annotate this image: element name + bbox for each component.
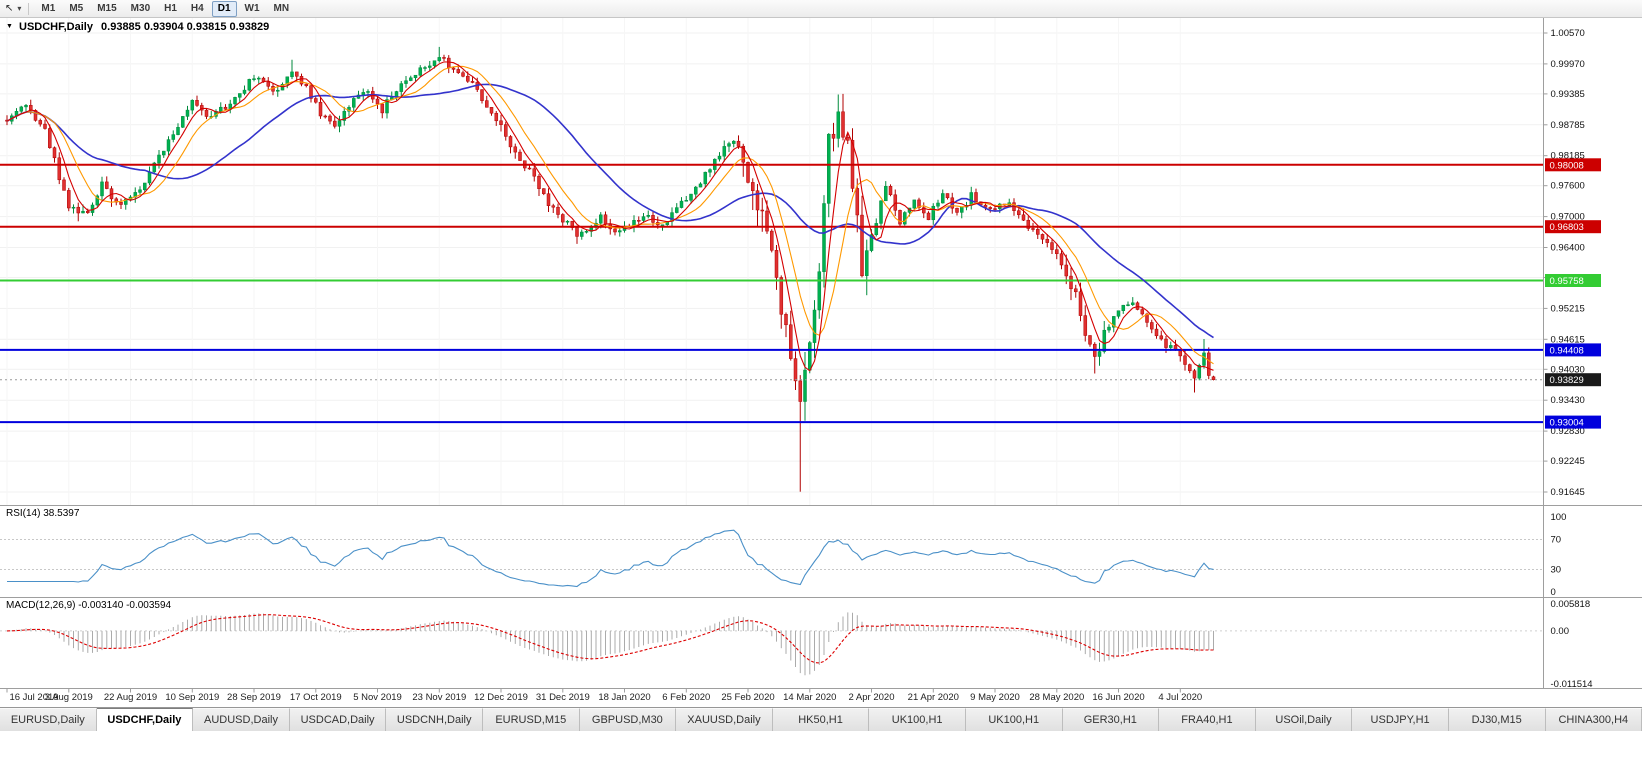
price-level-lines[interactable] xyxy=(0,163,1544,424)
chart-tab-usdchf-daily[interactable]: USDCHF,Daily xyxy=(96,708,194,731)
window-bottom-area xyxy=(0,731,1642,766)
svg-text:23 Nov 2019: 23 Nov 2019 xyxy=(412,692,466,703)
chart-tab-uk100-h1[interactable]: UK100,H1 xyxy=(965,708,1063,731)
svg-text:0.005818: 0.005818 xyxy=(1551,599,1591,610)
chart-tab-usdcad-daily[interactable]: USDCAD,Daily xyxy=(289,708,387,731)
chart-tab-audusd-daily[interactable]: AUDUSD,Daily xyxy=(193,708,290,731)
timeframe-button-m5[interactable]: M5 xyxy=(69,2,84,14)
level-price-badge-0.98008[interactable]: 0.98008 xyxy=(1545,158,1601,172)
svg-text:0.91645: 0.91645 xyxy=(1551,487,1585,498)
svg-text:16 Jun 2020: 16 Jun 2020 xyxy=(1092,692,1144,703)
level-price-badge-0.93004[interactable]: 0.93004 xyxy=(1545,415,1601,429)
svg-text:25 Feb 2020: 25 Feb 2020 xyxy=(721,692,774,703)
rsi-pane xyxy=(0,529,1544,588)
svg-text:16 Jul 2019: 16 Jul 2019 xyxy=(9,692,58,703)
timeframe-button-m1[interactable]: M1 xyxy=(41,2,56,14)
chart-tab-usoil-daily[interactable]: USOil,Daily xyxy=(1255,708,1353,731)
caret-down-icon[interactable]: ▾ xyxy=(17,3,22,13)
svg-text:30: 30 xyxy=(1551,565,1562,576)
timeframe-button-h4[interactable]: H4 xyxy=(190,2,204,14)
svg-text:0.95758: 0.95758 xyxy=(1550,276,1584,287)
svg-text:28 Sep 2019: 28 Sep 2019 xyxy=(227,692,281,703)
svg-text:0.96803: 0.96803 xyxy=(1550,222,1584,233)
chart-tab-ger30-h1[interactable]: GER30,H1 xyxy=(1062,708,1160,731)
timeframe-button-h1[interactable]: H1 xyxy=(164,2,177,14)
svg-text:0.93004: 0.93004 xyxy=(1550,418,1584,429)
level-price-badge-0.94408[interactable]: 0.94408 xyxy=(1545,343,1601,357)
candlestick-chart[interactable]: 1.00570 0.99970 0.99385 0.98785 0.98185 0.976… xyxy=(0,18,1642,707)
svg-text:3 Aug 2019: 3 Aug 2019 xyxy=(45,692,93,703)
svg-text:0.94030: 0.94030 xyxy=(1551,364,1585,375)
timeframe-button-m30[interactable]: M30 xyxy=(130,2,151,14)
chart-dropdown-marker-icon[interactable]: ▼ xyxy=(6,23,13,30)
chart-tab-gbpusd-m30[interactable]: GBPUSD,M30 xyxy=(579,708,677,731)
svg-text:0: 0 xyxy=(1551,587,1556,598)
moving-averages xyxy=(6,61,1214,372)
chart-tab-xauusd-daily[interactable]: XAUUSD,Daily xyxy=(676,708,773,731)
chart-tab-usdcnh-daily[interactable]: USDCNH,Daily xyxy=(386,708,483,731)
chart-tabs-bar: EURUSD,Daily USDCHF,Daily AUDUSD,Daily USDC… xyxy=(0,707,1642,731)
candles xyxy=(5,46,1216,492)
svg-text:22 Aug 2019: 22 Aug 2019 xyxy=(104,692,157,703)
chart-tab-dj30-m15[interactable]: DJ30,M15 xyxy=(1448,708,1546,731)
chart-frame xyxy=(0,18,1642,689)
svg-text:70: 70 xyxy=(1551,535,1562,546)
svg-text:-0.011514: -0.011514 xyxy=(1551,679,1593,690)
svg-text:12 Dec 2019: 12 Dec 2019 xyxy=(474,692,528,703)
svg-text:100: 100 xyxy=(1551,512,1567,523)
svg-text:0.94615: 0.94615 xyxy=(1551,334,1585,345)
grid xyxy=(0,18,1544,505)
svg-text:4 Jul 2020: 4 Jul 2020 xyxy=(1158,692,1202,703)
macd-pane xyxy=(0,612,1544,676)
current-price-badge[interactable]: 0.93829 xyxy=(1545,373,1601,387)
svg-text:10 Sep 2019: 10 Sep 2019 xyxy=(165,692,219,703)
svg-text:0.99385: 0.99385 xyxy=(1551,89,1585,100)
timeframe-buttons: M1 M5 M15 M30 H1 H4 D1 W1 MN xyxy=(34,0,296,17)
svg-text:18 Jan 2020: 18 Jan 2020 xyxy=(598,692,650,703)
svg-text:31 Dec 2019: 31 Dec 2019 xyxy=(536,692,590,703)
svg-text:0.94408: 0.94408 xyxy=(1550,345,1584,356)
svg-text:0.93829: 0.93829 xyxy=(1550,375,1584,386)
chart-area[interactable]: 1.00570 0.99970 0.99385 0.98785 0.98185 0.976… xyxy=(0,18,1642,707)
svg-text:14 Mar 2020: 14 Mar 2020 xyxy=(783,692,836,703)
chart-tab-uk100-h1[interactable]: UK100,H1 xyxy=(869,708,966,731)
svg-text:0.99970: 0.99970 xyxy=(1551,59,1585,70)
level-price-badge-0.95758[interactable]: 0.95758 xyxy=(1545,274,1601,287)
chart-tab-fra40-h1[interactable]: FRA40,H1 xyxy=(1159,708,1256,731)
svg-text:6 Feb 2020: 6 Feb 2020 xyxy=(662,692,710,703)
svg-text:1.00570: 1.00570 xyxy=(1551,28,1585,39)
svg-text:0.98008: 0.98008 xyxy=(1550,160,1584,171)
timeframe-toolbar: ↖ ▾ M1 M5 M15 M30 H1 H4 D1 W1 MN xyxy=(0,0,1642,18)
chart-tab-eurusd-m15[interactable]: EURUSD,M15 xyxy=(482,708,580,731)
svg-text:0.95215: 0.95215 xyxy=(1551,303,1585,314)
timeframe-button-m15[interactable]: M15 xyxy=(97,2,117,14)
svg-text:5 Nov 2019: 5 Nov 2019 xyxy=(353,692,402,703)
toolbar-separator xyxy=(28,2,30,15)
svg-text:2 Apr 2020: 2 Apr 2020 xyxy=(849,692,895,703)
svg-text:0.92245: 0.92245 xyxy=(1551,456,1585,467)
svg-text:0.00: 0.00 xyxy=(1551,626,1570,637)
chart-tab-usdjpy-h1[interactable]: USDJPY,H1 xyxy=(1352,708,1449,731)
svg-text:0.98785: 0.98785 xyxy=(1551,120,1585,131)
timeframe-button-mn[interactable]: MN xyxy=(273,2,290,14)
level-price-badge-0.96803[interactable]: 0.96803 xyxy=(1545,220,1601,234)
svg-text:0.97000: 0.97000 xyxy=(1551,212,1585,223)
svg-text:28 May 2020: 28 May 2020 xyxy=(1029,692,1084,703)
timeframe-button-d1[interactable]: D1 xyxy=(211,0,237,17)
chart-tab-eurusd-daily[interactable]: EURUSD,Daily xyxy=(0,708,97,731)
svg-text:0.93430: 0.93430 xyxy=(1551,395,1585,406)
svg-text:0.96400: 0.96400 xyxy=(1551,243,1585,254)
svg-text:9 May 2020: 9 May 2020 xyxy=(970,692,1020,703)
svg-text:21 Apr 2020: 21 Apr 2020 xyxy=(908,692,959,703)
svg-text:0.97600: 0.97600 xyxy=(1551,181,1585,192)
chart-tab-hk50-h1[interactable]: HK50,H1 xyxy=(772,708,870,731)
svg-text:17 Oct 2019: 17 Oct 2019 xyxy=(290,692,342,703)
svg-text:0.92830: 0.92830 xyxy=(1551,426,1585,437)
cursor-icon[interactable]: ↖ xyxy=(5,2,14,14)
timeframe-button-w1[interactable]: W1 xyxy=(244,2,260,14)
chart-tab-china300-h4[interactable]: CHINA300,H4 xyxy=(1545,708,1642,731)
svg-text:0.98185: 0.98185 xyxy=(1551,151,1585,162)
